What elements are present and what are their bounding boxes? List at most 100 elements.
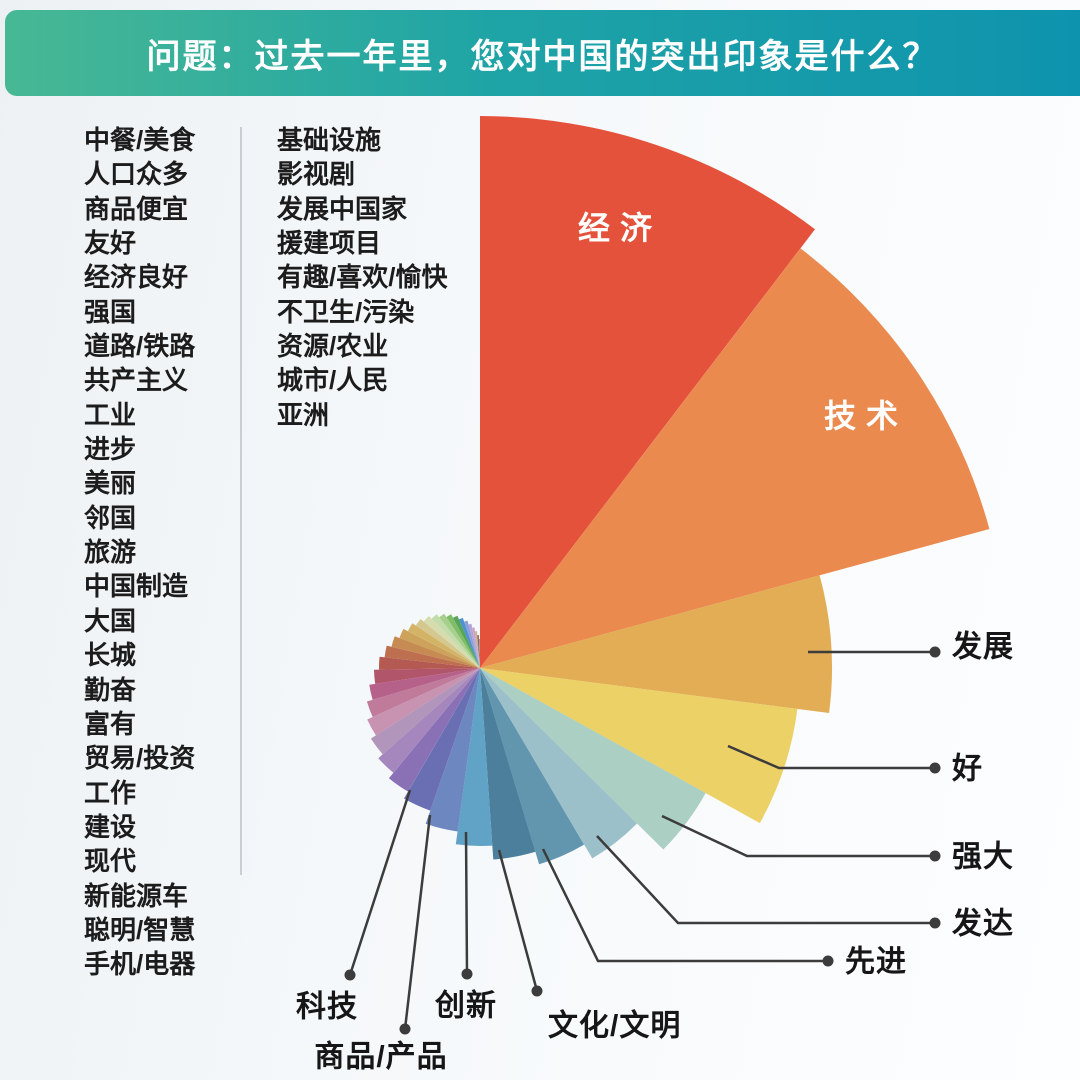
callout-line-先进 [541,848,828,963]
word-item: 影视剧 [277,159,356,190]
wedge-经济 [480,116,815,668]
wedge-minor-19 [378,656,480,670]
callout-line-好 [727,744,935,770]
wedge-minor-13 [378,668,480,773]
word-item: 大国 [84,605,137,636]
word-item: 富有 [84,708,137,739]
wedge-minor-14 [370,668,480,755]
wedge-minor-36 [478,638,480,668]
word-item: 中餐/美食 [84,125,196,155]
callout-line-发达 [596,835,935,925]
callout-label-先进: 先进 [845,946,907,979]
wedge-文化/文明 [480,668,536,860]
callout-line-创新 [464,831,469,975]
callout-label-科技: 科技 [296,991,358,1024]
wedge-minor-17 [369,668,480,700]
word-item: 旅游 [84,537,137,568]
wedge-创新 [455,668,493,847]
word-item: 进步 [84,434,137,465]
word-item: 友好 [84,228,137,259]
question-title: 问题：过去一年里，您对中国的突出印象是什么？ [146,37,939,76]
word-item: 商品便宜 [84,193,189,224]
wedge-minor-28 [446,614,480,668]
callout-label-发展: 发展 [951,631,1014,664]
word-item: 人口众多 [84,159,189,190]
word-item: 美丽 [84,468,137,499]
callout-label-好: 好 [951,753,983,786]
callout-label-文化/文明: 文化/文明 [548,1009,681,1043]
word-item: 城市/人民 [277,365,389,396]
callout-dot-强大 [929,850,941,862]
wedge-minor-35 [477,635,480,668]
word-item: 基础设施 [277,125,382,155]
impression-word-list-column-2: 基础设施影视剧 发展中国家援建项目 有趣/喜欢/愉快 不卫生/污染 资源/农业 城市/人民… [277,123,447,432]
wedge-minor-23 [407,623,480,668]
callout-label-强大: 强大 [952,841,1014,874]
callout-dot-创新 [461,968,473,980]
word-item: 共产主义 [84,365,189,396]
wedge-minor-32 [468,623,480,668]
wedge-minor-18 [374,668,480,684]
wedge-minor-24 [415,619,480,668]
wedge-minor-12 [388,668,480,792]
word-item: 不卫生/污染 [277,296,415,327]
word-item: 勤奋 [84,674,137,705]
word-item: 聪明/智慧 [84,914,196,945]
word-item: 有趣/喜欢/愉快 [277,262,448,293]
wedge-科技 [404,668,480,811]
callout-dot-发达 [929,917,941,929]
callout-label-商品/产品: 商品/产品 [314,1041,447,1074]
callout-dot-发展 [929,646,941,658]
wedge-技术 [480,248,990,668]
wedge-minor-34 [475,631,480,668]
word-item: 强国 [84,296,137,327]
wedge-好 [480,668,798,824]
callout-label-发达: 发达 [951,908,1014,941]
wedge-inside-label-技术: 技术 [824,398,908,434]
wedge-minor-27 [439,613,480,668]
wedge-发达 [480,668,637,859]
wedge-minor-30 [458,617,480,668]
wedge-商品/产品 [425,668,480,832]
word-item: 长城 [84,640,137,671]
column-divider [240,127,242,875]
word-item: 资源/农业 [277,331,389,362]
callout-line-科技 [348,789,412,976]
callout-dot-商品/产品 [399,1023,411,1035]
callout-dot-先进 [822,955,834,967]
word-item: 建设 [84,811,137,842]
word-item: 亚洲 [277,399,330,430]
callout-line-强大 [661,814,935,858]
word-item: 工业 [84,399,137,430]
callout-dot-科技 [344,969,356,981]
word-item: 邻国 [84,502,137,533]
wedge-minor-20 [384,645,480,668]
callout-dot-好 [929,762,941,774]
callout-label-创新: 创新 [434,990,497,1023]
word-item: 现代 [84,846,137,877]
word-item: 援建项目 [277,228,382,259]
callout-line-文化/文明 [497,849,539,992]
word-item: 新能源车 [84,880,189,911]
wedge-minor-29 [453,615,480,668]
wedge-minor-33 [472,627,480,668]
word-item: 手机/电器 [84,949,196,980]
wedge-强大 [480,668,706,850]
wedge-先进 [480,668,585,865]
wedge-minor-21 [391,636,480,668]
word-item: 道路/铁路 [84,331,196,362]
word-item: 工作 [84,777,137,808]
wedge-minor-15 [367,668,480,736]
wedge-minor-25 [423,616,480,668]
question-banner: 问题：过去一年里，您对中国的突出印象是什么？ [5,10,1080,96]
wedge-minor-16 [366,668,480,717]
word-item: 发展中国家 [277,193,408,224]
wedge-发展 [480,575,833,713]
wedge-minor-31 [464,620,480,668]
wedge-inside-label-经济: 经济 [578,210,662,246]
word-item: 经济良好 [84,262,189,293]
word-item: 中国制造 [84,571,189,602]
wedge-minor-26 [431,614,480,668]
